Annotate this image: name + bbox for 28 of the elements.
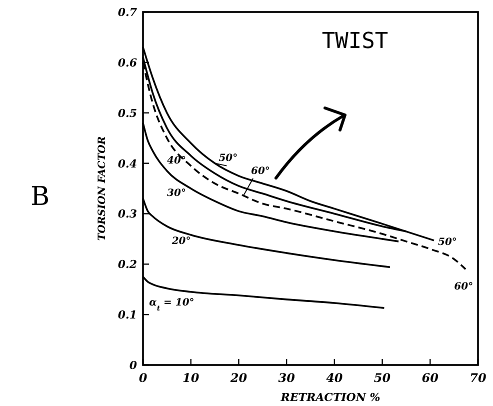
series-label: 30° bbox=[167, 188, 186, 200]
y-tick-label: 0 bbox=[129, 359, 138, 372]
x-tick-label: 10 bbox=[182, 371, 200, 385]
y-tick-label: 0.5 bbox=[118, 106, 137, 120]
annotation: 50° bbox=[438, 237, 457, 248]
x-tick-label: 70 bbox=[470, 371, 487, 385]
series-label: 50° bbox=[218, 152, 238, 164]
y-tick-label: 0.4 bbox=[118, 157, 137, 170]
x-tick-label: 40 bbox=[326, 371, 344, 385]
x-tick-label: 30 bbox=[278, 371, 296, 385]
series-label: 20° bbox=[170, 236, 191, 247]
text: B bbox=[30, 182, 50, 212]
y-tick-label: 0.6 bbox=[118, 56, 138, 70]
x-tick-label: 60 bbox=[422, 371, 440, 385]
y-tick-label: 0.3 bbox=[118, 208, 138, 221]
x-tick-label: 50 bbox=[374, 371, 392, 385]
y-tick-label: 0.1 bbox=[118, 308, 137, 322]
series-label: 60° bbox=[454, 281, 474, 292]
series-label: α$_{t}$ = 10° bbox=[149, 297, 194, 312]
x-tick-label: 20 bbox=[229, 371, 248, 385]
x-tick-label: 0 bbox=[138, 371, 148, 385]
series-label: 40° bbox=[167, 155, 186, 166]
annotation: TWIST bbox=[322, 29, 388, 54]
y-tick-label: 0.7 bbox=[118, 6, 138, 19]
x-axis-title: RETRACTION % bbox=[280, 391, 380, 404]
annotation: 60° bbox=[251, 166, 270, 177]
y-tick-label: 0.2 bbox=[118, 258, 138, 272]
y-axis-title: TORSION FACTOR bbox=[97, 136, 108, 241]
